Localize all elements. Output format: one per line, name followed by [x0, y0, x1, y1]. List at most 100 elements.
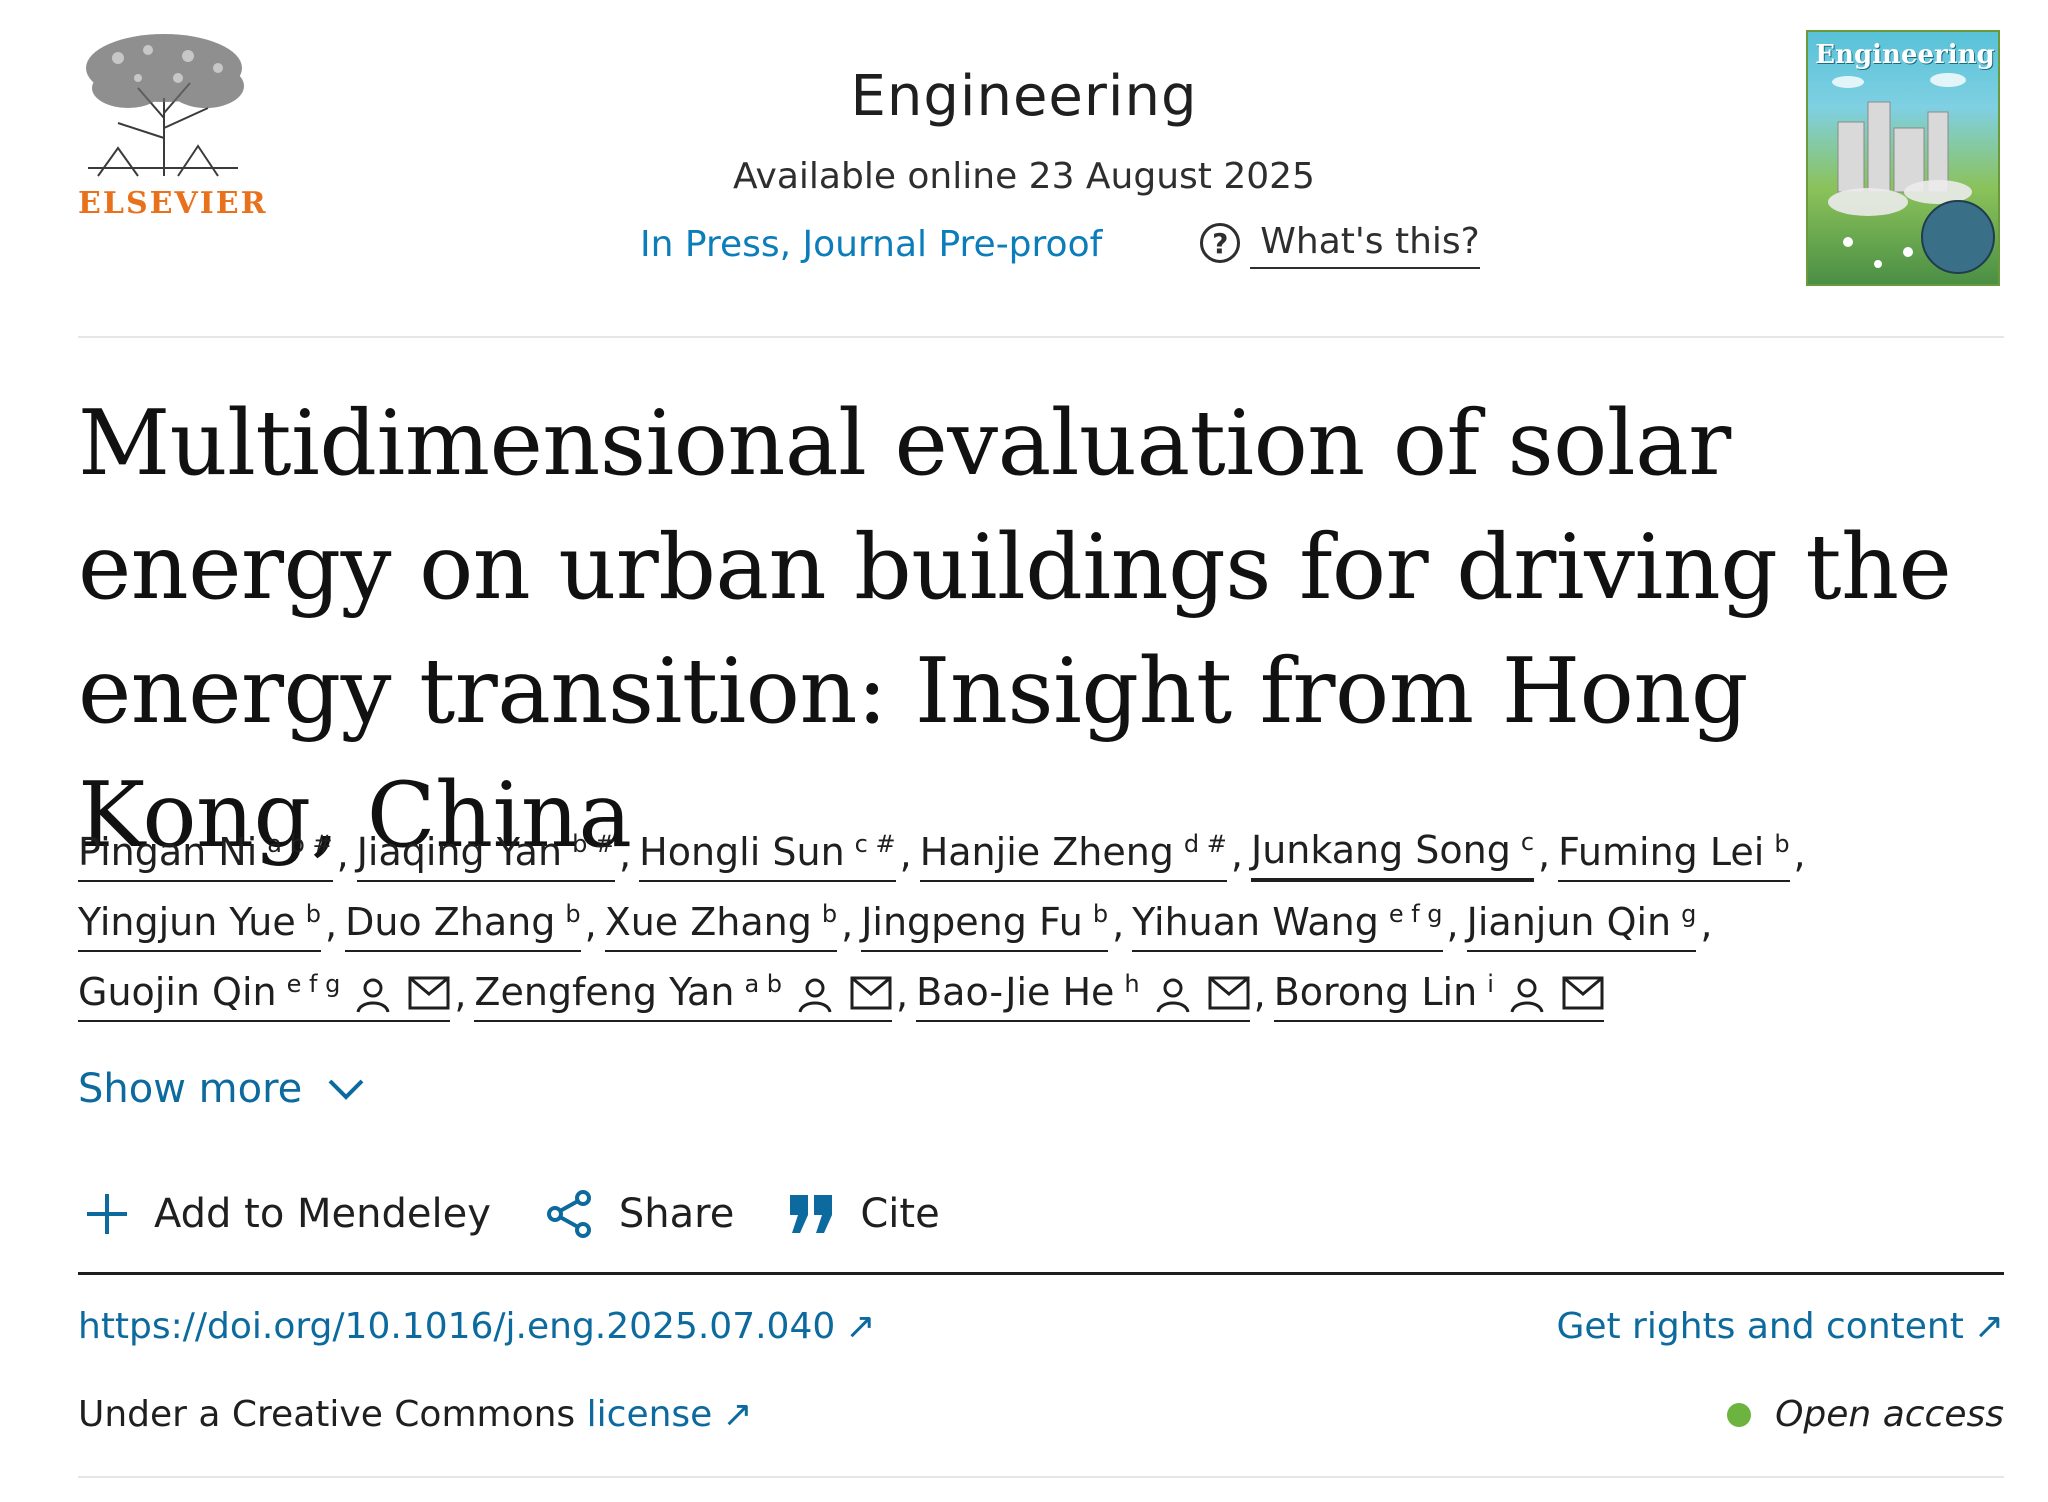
author-separator: , — [899, 832, 912, 876]
author-name: Yihuan Wang — [1132, 900, 1379, 944]
elsevier-logo[interactable]: ELSEVIER — [78, 28, 266, 221]
author-affiliation: g — [1681, 900, 1697, 928]
author-link[interactable]: Pingan Ni a b # — [78, 830, 333, 882]
author-link[interactable]: Borong Lin i — [1273, 970, 1604, 1022]
share-button[interactable]: Share — [545, 1189, 734, 1239]
author-link[interactable]: Jiaqing Yan b # — [356, 830, 616, 882]
author-separator: , — [1230, 832, 1243, 876]
mail-icon — [1562, 976, 1604, 1010]
author-separator: , — [1700, 902, 1713, 946]
whats-this-link[interactable]: ? What's this? — [1200, 219, 1480, 269]
author-name: Hanjie Zheng — [919, 830, 1174, 874]
author-separator: , — [336, 832, 349, 876]
license-prefix: Under a Creative Commons — [78, 1394, 576, 1435]
share-icon — [546, 1190, 591, 1238]
author-separator: , — [619, 832, 632, 876]
license-statement: Under a Creative Commons license ↗ — [78, 1394, 752, 1435]
author-affiliation: b — [1774, 830, 1790, 858]
author-separator: , — [1538, 832, 1551, 876]
author-name: Pingan Ni — [78, 830, 258, 874]
author-name: Jiaqing Yan — [356, 830, 563, 874]
author-separator: , — [1112, 902, 1125, 946]
author-name: Jingpeng Fu — [861, 900, 1083, 944]
publication-status-row: In Press, Journal Pre-proof ? What's thi… — [640, 216, 1480, 272]
author-link[interactable]: Yihuan Wang e f g — [1132, 900, 1443, 952]
author-link[interactable]: Fuming Lei b — [1558, 830, 1790, 882]
author-separator: , — [584, 902, 597, 946]
author-affiliation: c # — [854, 830, 896, 858]
author-separator: , — [324, 902, 338, 946]
license-link[interactable]: license ↗ — [587, 1394, 753, 1435]
author-name: Junkang Song — [1250, 828, 1511, 872]
author-affiliation: e f g — [286, 970, 341, 998]
cover-illustration-icon — [1828, 73, 1995, 274]
author-name: Bao-Jie He — [916, 970, 1115, 1014]
author-separator: , — [896, 972, 909, 1016]
external-link-icon: ↗ — [845, 1306, 876, 1347]
person-icon — [1510, 978, 1544, 1013]
author-affiliation: b — [305, 900, 321, 928]
external-link-icon: ↗ — [1973, 1306, 2004, 1347]
license-link-label: license — [586, 1394, 713, 1435]
author-name: Zengfeng Yan — [474, 970, 735, 1014]
plus-icon — [87, 1194, 127, 1234]
author-link[interactable]: Junkang Song c — [1250, 828, 1535, 882]
author-line: Pingan Ni a b #, Jiaqing Yan b #, Hongli S… — [78, 812, 2008, 882]
person-icon — [356, 978, 390, 1013]
doi-url: https://doi.org/10.1016/j.eng.2025.07.04… — [78, 1306, 836, 1347]
author-affiliation: e f g — [1388, 900, 1443, 928]
author-link[interactable]: Hanjie Zheng d # — [919, 830, 1227, 882]
person-icon — [798, 978, 832, 1013]
author-link[interactable]: Duo Zhang b — [345, 900, 581, 952]
author-affiliation: i — [1487, 970, 1494, 998]
author-affiliation: b — [565, 900, 581, 928]
author-separator: , — [841, 902, 854, 946]
external-link-icon: ↗ — [722, 1394, 753, 1435]
show-more-button[interactable]: Show more — [78, 1066, 368, 1112]
author-affiliation: d # — [1183, 830, 1227, 858]
author-link[interactable]: Xue Zhang b — [604, 900, 838, 952]
add-to-mendeley-button[interactable]: Add to Mendeley — [84, 1191, 491, 1237]
author-affiliation: c — [1520, 828, 1535, 856]
author-link[interactable]: Hongli Sun c # — [639, 830, 896, 882]
author-affiliation: b — [821, 900, 838, 928]
author-link[interactable]: Jianjun Qin g — [1466, 900, 1697, 952]
journal-cover[interactable]: Engineering — [1806, 30, 2000, 286]
author-affiliation: b — [1092, 900, 1109, 928]
author-affiliation: h — [1124, 970, 1140, 998]
author-name: Guojin Qin — [78, 970, 277, 1014]
open-access-label: Open access — [1775, 1394, 2004, 1435]
author-name: Hongli Sun — [639, 830, 845, 874]
author-list: Pingan Ni a b #, Jiaqing Yan b #, Hongli S… — [78, 812, 2008, 1022]
author-link[interactable]: Guojin Qin e f g — [78, 970, 451, 1022]
mail-icon — [1208, 976, 1250, 1010]
author-affiliation: a b # — [267, 830, 333, 858]
get-rights-label: Get rights and content — [1556, 1306, 1964, 1347]
get-rights-link[interactable]: Get rights and content ↗ — [1556, 1306, 2004, 1347]
quote-icon — [790, 1195, 833, 1233]
author-name: Yingjun Yue — [78, 900, 296, 944]
author-separator: , — [1446, 902, 1459, 946]
doi-link[interactable]: https://doi.org/10.1016/j.eng.2025.07.04… — [78, 1306, 875, 1347]
author-link[interactable]: Bao-Jie He h — [916, 970, 1250, 1022]
show-more-label: Show more — [78, 1066, 303, 1112]
author-link[interactable]: Yingjun Yue b — [78, 900, 321, 952]
header-divider — [78, 336, 2004, 338]
article-title: Multidimensional evaluation of solar ene… — [78, 391, 1952, 868]
add-to-mendeley-label: Add to Mendeley — [154, 1191, 491, 1237]
person-icon — [1156, 978, 1190, 1013]
elsevier-tree-icon — [86, 34, 244, 177]
open-access-dot-icon — [1727, 1402, 1752, 1427]
author-name: Fuming Lei — [1558, 830, 1765, 874]
journal-title[interactable]: Engineering — [850, 64, 1198, 129]
cite-button[interactable]: Cite — [788, 1191, 940, 1237]
author-link[interactable]: Jingpeng Fu b — [861, 900, 1109, 952]
author-line: Guojin Qin e f g , Zengfeng Yan a b , Bao-… — [78, 952, 2008, 1022]
author-name: Jianjun Qin — [1466, 900, 1672, 944]
author-name: Duo Zhang — [345, 900, 556, 944]
open-access-badge: Open access — [1727, 1394, 2004, 1435]
author-link[interactable]: Zengfeng Yan a b — [474, 970, 893, 1022]
footer-divider — [78, 1476, 2004, 1478]
mail-icon — [850, 976, 892, 1010]
